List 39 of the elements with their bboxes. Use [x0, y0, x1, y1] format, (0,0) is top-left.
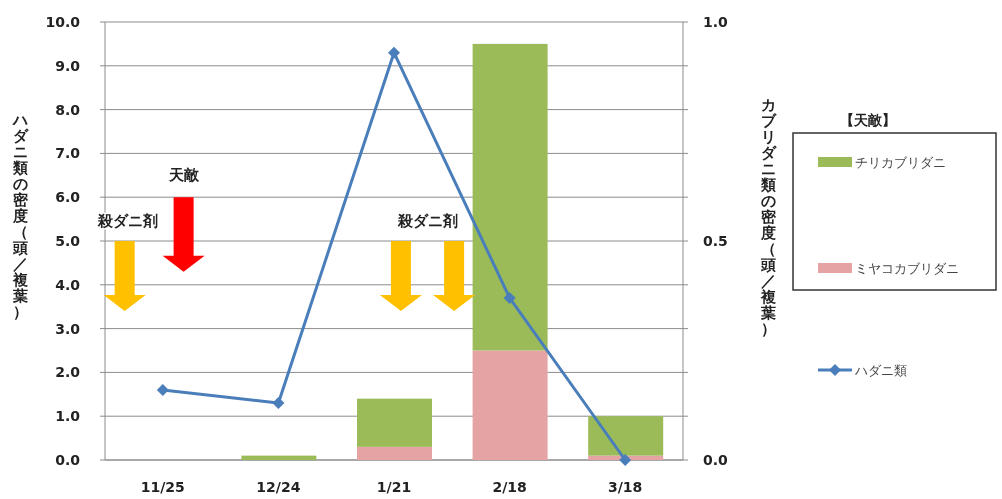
y-tick-label: 7.0: [55, 145, 81, 162]
y2-tick-label: 1.0: [703, 14, 729, 30]
x-tick-label: 3/18: [608, 479, 643, 495]
y2-tick-label: 0.0: [703, 452, 729, 468]
bar: [472, 43, 548, 351]
text: ハダニ類の密度（頭／複葉）: [12, 111, 28, 321]
annotation: 殺ダニ剤: [97, 211, 159, 230]
legend-title: 【天敵】: [840, 112, 896, 128]
annotation: 殺ダニ剤: [396, 211, 458, 230]
y-tick-label: 4.0: [55, 276, 81, 293]
point: [619, 454, 632, 466]
bar: [357, 446, 432, 460]
y-tick-label: 2.0: [55, 364, 81, 381]
y-tick-label: 3.0: [55, 320, 81, 337]
bar: [241, 455, 317, 460]
x-tick-label: 1/21: [376, 479, 412, 495]
y-tick-label: 5.0: [55, 233, 81, 249]
point: [503, 291, 516, 304]
legend-label: ミヤコカブリダニ: [855, 261, 959, 276]
legend-label: ハダニ類: [854, 363, 907, 378]
x-tick-label: 12/24: [256, 479, 301, 495]
y2-tick-label: 0.5: [703, 233, 728, 249]
y-tick-label: 0.0: [55, 452, 81, 468]
y-tick-label: 10.0: [45, 14, 81, 30]
point: [272, 397, 285, 410]
legend-label: チリカブリダニ: [855, 155, 946, 170]
bar: [472, 350, 548, 460]
bar: [588, 416, 664, 456]
y-tick-label: 1.0: [55, 408, 81, 425]
annotation: 天敵: [167, 165, 200, 184]
y-tick-label: 9.0: [55, 57, 81, 74]
point: [388, 46, 400, 59]
x-tick-label: 11/25: [140, 479, 185, 495]
x-tick-label: 2/18: [492, 479, 527, 495]
y-tick-label: 8.0: [55, 101, 81, 118]
y-tick-label: 6.0: [55, 189, 81, 206]
bar: [357, 398, 432, 447]
text: カブリダニ類の密度（頭／複葉）: [760, 96, 776, 338]
point: [156, 383, 169, 396]
